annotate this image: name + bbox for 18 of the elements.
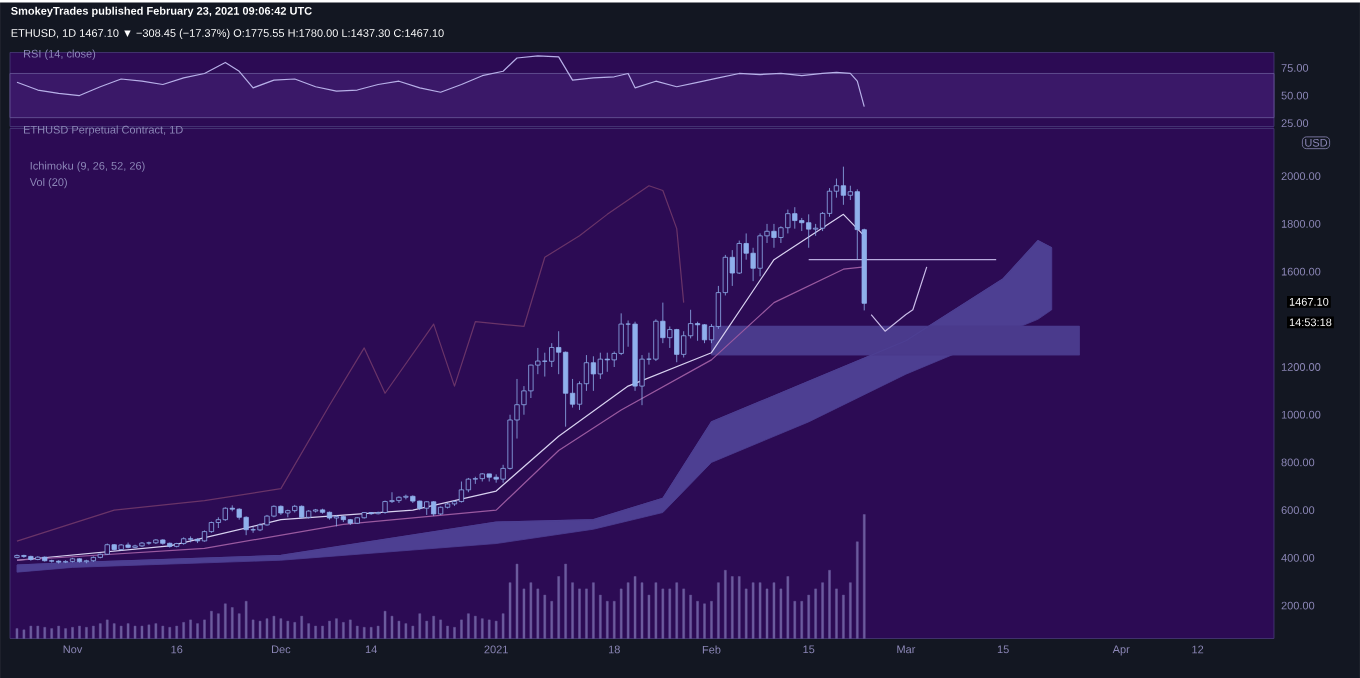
candlestick	[458, 480, 465, 503]
candlestick	[806, 213, 812, 248]
line-series	[870, 266, 928, 332]
candlestick	[729, 249, 735, 287]
candlestick	[590, 355, 597, 392]
candlestick	[562, 350, 569, 427]
candlestick	[667, 325, 673, 349]
candlestick	[403, 494, 409, 500]
candlestick	[674, 328, 680, 363]
candlestick	[396, 495, 402, 504]
candlestick	[757, 232, 763, 277]
candlestick	[694, 321, 701, 341]
candlestick	[542, 352, 548, 377]
candlestick	[604, 352, 610, 372]
candlestick	[243, 515, 249, 536]
candlestick	[771, 223, 777, 248]
candlestick	[792, 206, 798, 229]
candlestick	[840, 166, 847, 205]
